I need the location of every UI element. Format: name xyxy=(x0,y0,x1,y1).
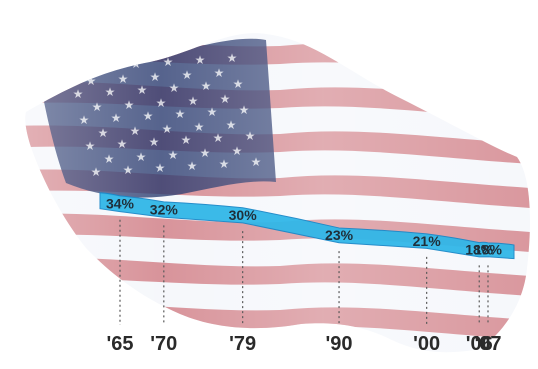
x-tick-label: '79 xyxy=(229,333,256,355)
flag-star-icon: ★ xyxy=(99,59,110,73)
tick-dash-layer xyxy=(119,219,489,325)
x-tick-label: '90 xyxy=(326,333,353,355)
data-label: 34% xyxy=(106,196,135,212)
data-label: 18% xyxy=(474,241,503,257)
flag-star-icon: ★ xyxy=(67,61,78,75)
x-tick-label: '00 xyxy=(413,333,440,355)
series-line xyxy=(99,192,515,260)
data-label: 30% xyxy=(229,207,258,223)
x-tick-label-layer: '65 '70 '79 '90 '00 '06'07 xyxy=(106,333,501,355)
data-label: 23% xyxy=(325,227,354,243)
data-label: 18% xyxy=(465,241,494,257)
value-label-layer: 34% 32% 30% 23% 21% 18%18% xyxy=(106,196,503,258)
x-tick-label: '70 xyxy=(150,333,177,355)
x-tick-label: '07 xyxy=(474,333,501,355)
x-tick-label: '65 xyxy=(106,333,133,355)
x-tick-label: '06 xyxy=(466,333,493,355)
data-label: 32% xyxy=(150,201,179,217)
series-layer xyxy=(99,192,515,260)
data-label: 21% xyxy=(413,233,442,249)
